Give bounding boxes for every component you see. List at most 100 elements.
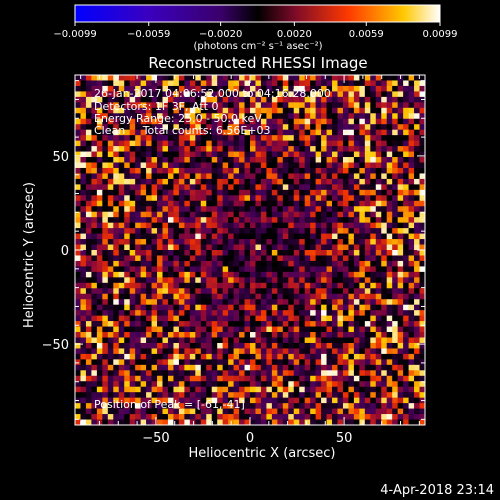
heatmap-cell	[321, 293, 327, 300]
heatmap-cell	[151, 200, 158, 207]
heatmap-cell	[233, 255, 240, 262]
heatmap-cell	[195, 381, 202, 388]
heatmap-cell	[239, 332, 245, 338]
heatmap-cell	[293, 326, 300, 333]
heatmap-cell	[206, 189, 213, 196]
heatmap-cell	[419, 337, 426, 344]
heatmap-cell	[408, 200, 415, 207]
heatmap-cell	[157, 386, 163, 393]
heatmap-cell	[293, 260, 300, 267]
heatmap-cell	[255, 107, 262, 114]
heatmap-cell	[277, 157, 284, 163]
heatmap-cell	[370, 250, 377, 256]
heatmap-cell	[135, 255, 141, 262]
heatmap-cell	[321, 310, 327, 316]
heatmap-cell	[260, 332, 267, 338]
heatmap-cell	[348, 178, 355, 185]
heatmap-cell	[299, 211, 305, 218]
heatmap-cell	[266, 107, 273, 114]
heatmap-cell	[364, 135, 371, 141]
heatmap-cell	[135, 353, 141, 360]
heatmap-cell	[162, 353, 169, 360]
heatmap-cell	[178, 260, 185, 267]
heatmap-cell	[96, 118, 103, 125]
heatmap-cell	[233, 113, 240, 120]
heatmap-cell	[392, 107, 398, 114]
heatmap-cell	[113, 140, 120, 147]
heatmap-cell	[239, 173, 245, 180]
heatmap-cell	[118, 157, 125, 163]
heatmap-cell	[206, 129, 213, 136]
heatmap-cell	[353, 135, 360, 141]
heatmap-cell	[228, 414, 234, 420]
heatmap-cell	[157, 91, 163, 98]
heatmap-cell	[392, 381, 398, 388]
heatmap-cell	[178, 91, 185, 98]
heatmap-cell	[414, 244, 420, 251]
heatmap-cell	[151, 80, 158, 87]
heatmap-cell	[96, 332, 103, 338]
heatmap-cell	[282, 304, 289, 311]
heatmap-cell	[189, 118, 196, 125]
heatmap-cell	[239, 282, 245, 289]
heatmap-cell	[157, 173, 163, 180]
heatmap-cell	[80, 299, 87, 305]
heatmap-cell	[157, 222, 163, 229]
heatmap-cell	[337, 315, 344, 322]
heatmap-cell	[288, 107, 295, 114]
heatmap-cell	[167, 157, 174, 163]
heatmap-cell	[167, 414, 174, 420]
heatmap-cell	[228, 157, 234, 163]
heatmap-cell	[288, 337, 295, 344]
heatmap-cell	[151, 135, 158, 141]
heatmap-cell	[75, 288, 81, 295]
heatmap-cell	[403, 173, 409, 180]
heatmap-cell	[200, 419, 207, 426]
heatmap-cell	[228, 222, 234, 229]
heatmap-cell	[277, 244, 284, 251]
heatmap-cell	[348, 233, 355, 240]
heatmap-cell	[304, 370, 311, 377]
heatmap-cell	[129, 408, 136, 415]
heatmap-cell	[91, 157, 98, 163]
heatmap-cell	[173, 118, 180, 125]
heatmap-cell	[146, 124, 152, 130]
heatmap-cell	[375, 337, 382, 344]
heatmap-cell	[299, 364, 305, 371]
heatmap-cell	[217, 392, 223, 398]
heatmap-cell	[250, 151, 256, 158]
heatmap-cell	[326, 75, 333, 81]
heatmap-cell	[146, 375, 152, 382]
heatmap-cell	[206, 321, 213, 327]
heatmap-cell	[102, 332, 109, 338]
heatmap-cell	[403, 189, 409, 196]
heatmap-cell	[326, 277, 333, 284]
heatmap-cell	[228, 315, 234, 322]
heatmap-cell	[173, 129, 180, 136]
heatmap-cell	[195, 195, 202, 202]
heatmap-cell	[75, 337, 81, 344]
heatmap-cell	[124, 146, 130, 152]
heatmap-cell	[386, 162, 393, 169]
heatmap-cell	[381, 315, 388, 322]
heatmap-cell	[239, 146, 245, 152]
heatmap-cell	[91, 408, 98, 415]
heatmap-cell	[392, 332, 398, 338]
heatmap-cell	[282, 162, 289, 169]
heatmap-cell	[228, 96, 234, 103]
heatmap-cell	[96, 239, 103, 245]
heatmap-cell	[102, 113, 109, 120]
heatmap-cell	[96, 167, 103, 174]
heatmap-cell	[102, 96, 109, 103]
heatmap-cell	[337, 370, 344, 377]
heatmap-cell	[211, 359, 218, 366]
heatmap-cell	[381, 85, 388, 92]
heatmap-cell	[255, 255, 262, 262]
heatmap-cell	[304, 403, 311, 409]
heatmap-cell	[184, 271, 191, 278]
heatmap-cell	[102, 392, 109, 398]
heatmap-cell	[151, 293, 158, 300]
heatmap-cell	[135, 233, 141, 240]
heatmap-cell	[102, 260, 109, 267]
heatmap-cell	[392, 359, 398, 366]
